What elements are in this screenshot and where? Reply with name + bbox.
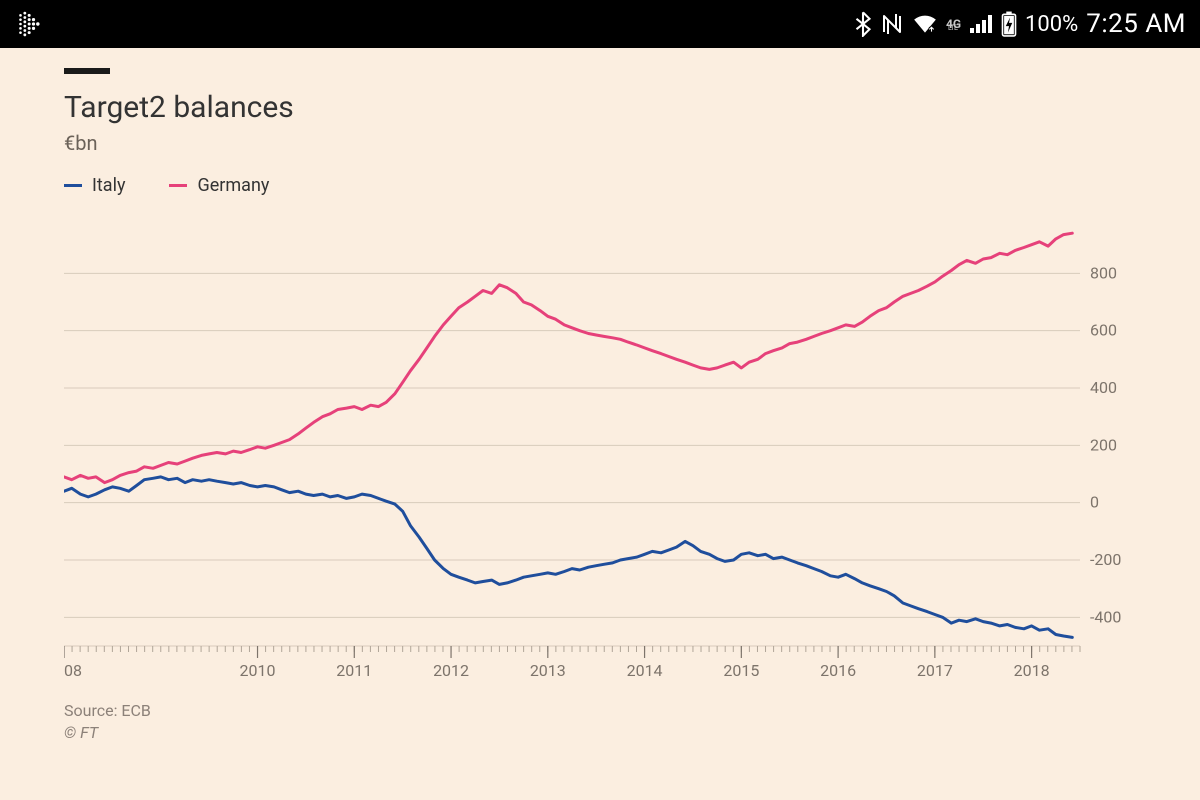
fitbit-app-icon — [14, 11, 40, 37]
battery-charging-icon — [1001, 11, 1017, 37]
svg-text:200: 200 — [1090, 435, 1117, 454]
svg-text:2018: 2018 — [1014, 661, 1050, 680]
chart-subtitle: €bn — [64, 131, 1136, 155]
battery-percent: 100% — [1025, 12, 1078, 37]
chart-plot: -400 -200 0 200 400 600 800 2008 2010 2011 2012 201… — [64, 206, 1136, 686]
svg-text:2008: 2008 — [64, 661, 82, 680]
legend-item-germany: Germany — [169, 175, 269, 196]
bluetooth-icon — [854, 11, 872, 37]
chart-legend: Italy Germany — [64, 175, 1136, 196]
svg-text:400: 400 — [1090, 378, 1117, 397]
nfc-icon — [880, 12, 904, 36]
svg-text:2013: 2013 — [530, 661, 566, 680]
title-accent-bar — [64, 68, 110, 74]
source-line-1: Source: ECB — [64, 701, 151, 720]
status-bar-left — [14, 11, 40, 37]
svg-text:-200: -200 — [1090, 550, 1121, 569]
mobile-data-4g-icon: 4G LTE — [946, 18, 961, 30]
svg-text:800: 800 — [1090, 263, 1117, 282]
svg-text:2016: 2016 — [820, 661, 856, 680]
chart-source: Source: ECB © FT — [64, 700, 1136, 745]
android-status-bar: 4G LTE 100% 7:25 AM — [0, 0, 1200, 48]
line-chart-svg: -400 -200 0 200 400 600 800 2008 2010 2011 2012 201… — [64, 206, 1136, 686]
lte-label: LTE — [948, 24, 958, 32]
svg-text:2017: 2017 — [917, 661, 953, 680]
wifi-icon — [912, 13, 938, 35]
svg-text:-400: -400 — [1090, 607, 1121, 626]
legend-swatch — [169, 184, 187, 187]
status-clock: 7:25 AM — [1086, 9, 1186, 39]
legend-item-italy: Italy — [64, 175, 125, 196]
svg-text:2012: 2012 — [433, 661, 469, 680]
legend-swatch — [64, 184, 82, 187]
svg-text:2014: 2014 — [627, 661, 663, 680]
legend-label: Italy — [92, 175, 125, 196]
status-bar-right: 4G LTE 100% 7:25 AM — [854, 9, 1186, 39]
svg-text:2011: 2011 — [336, 661, 372, 680]
cell-signal-icon — [969, 14, 993, 34]
svg-text:600: 600 — [1090, 321, 1117, 340]
svg-text:0: 0 — [1090, 493, 1099, 512]
svg-text:2010: 2010 — [240, 661, 276, 680]
chart-card: Target2 balances €bn Italy Germany -400-… — [0, 48, 1200, 800]
svg-text:2015: 2015 — [723, 661, 759, 680]
legend-label: Germany — [197, 175, 269, 196]
source-line-2: © FT — [64, 723, 98, 742]
chart-title: Target2 balances — [64, 90, 1136, 125]
